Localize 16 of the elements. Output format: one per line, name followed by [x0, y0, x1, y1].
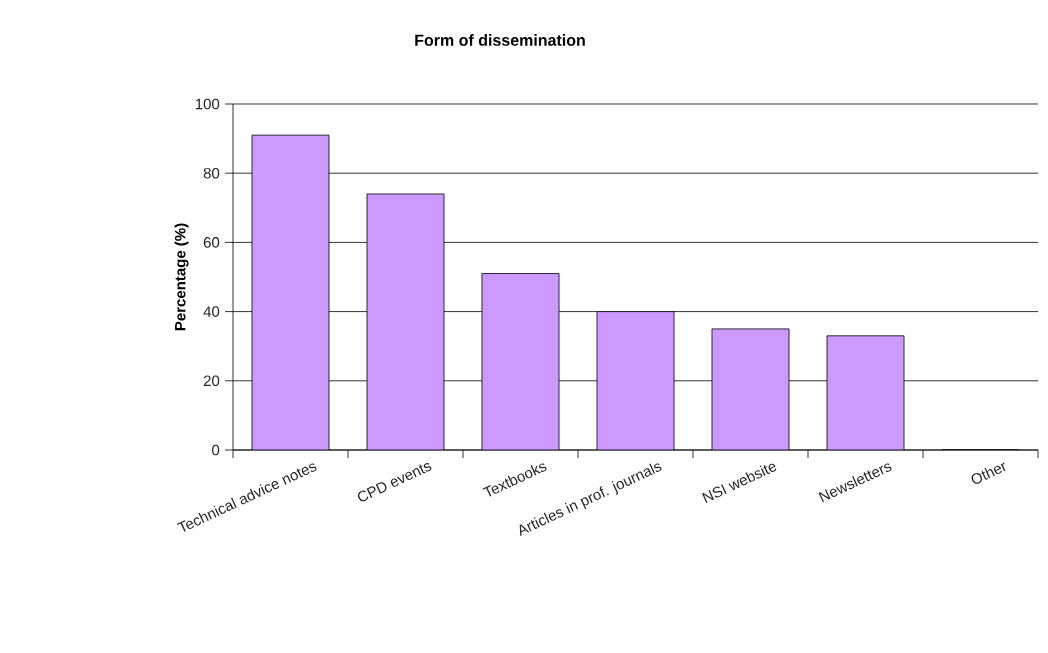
- bar: [251, 134, 330, 450]
- x-tick-label: Other: [971, 462, 1006, 484]
- y-tick-label: 0: [212, 444, 220, 456]
- bar: [826, 335, 905, 450]
- y-tick-label: 40: [203, 306, 220, 317]
- bar: [481, 273, 560, 450]
- bar: [596, 311, 675, 450]
- y-tick-label: 80: [203, 167, 220, 179]
- y-axis-title: Percentage (%): [174, 223, 189, 331]
- y-tick-label: 60: [203, 237, 220, 248]
- chart-title: Form of dissemination: [415, 34, 585, 46]
- x-tick-label: CPD events: [357, 463, 432, 502]
- y-tick-label: 100: [195, 98, 220, 110]
- bar: [366, 193, 445, 450]
- bar: [711, 328, 790, 450]
- y-tick-label: 20: [203, 375, 220, 387]
